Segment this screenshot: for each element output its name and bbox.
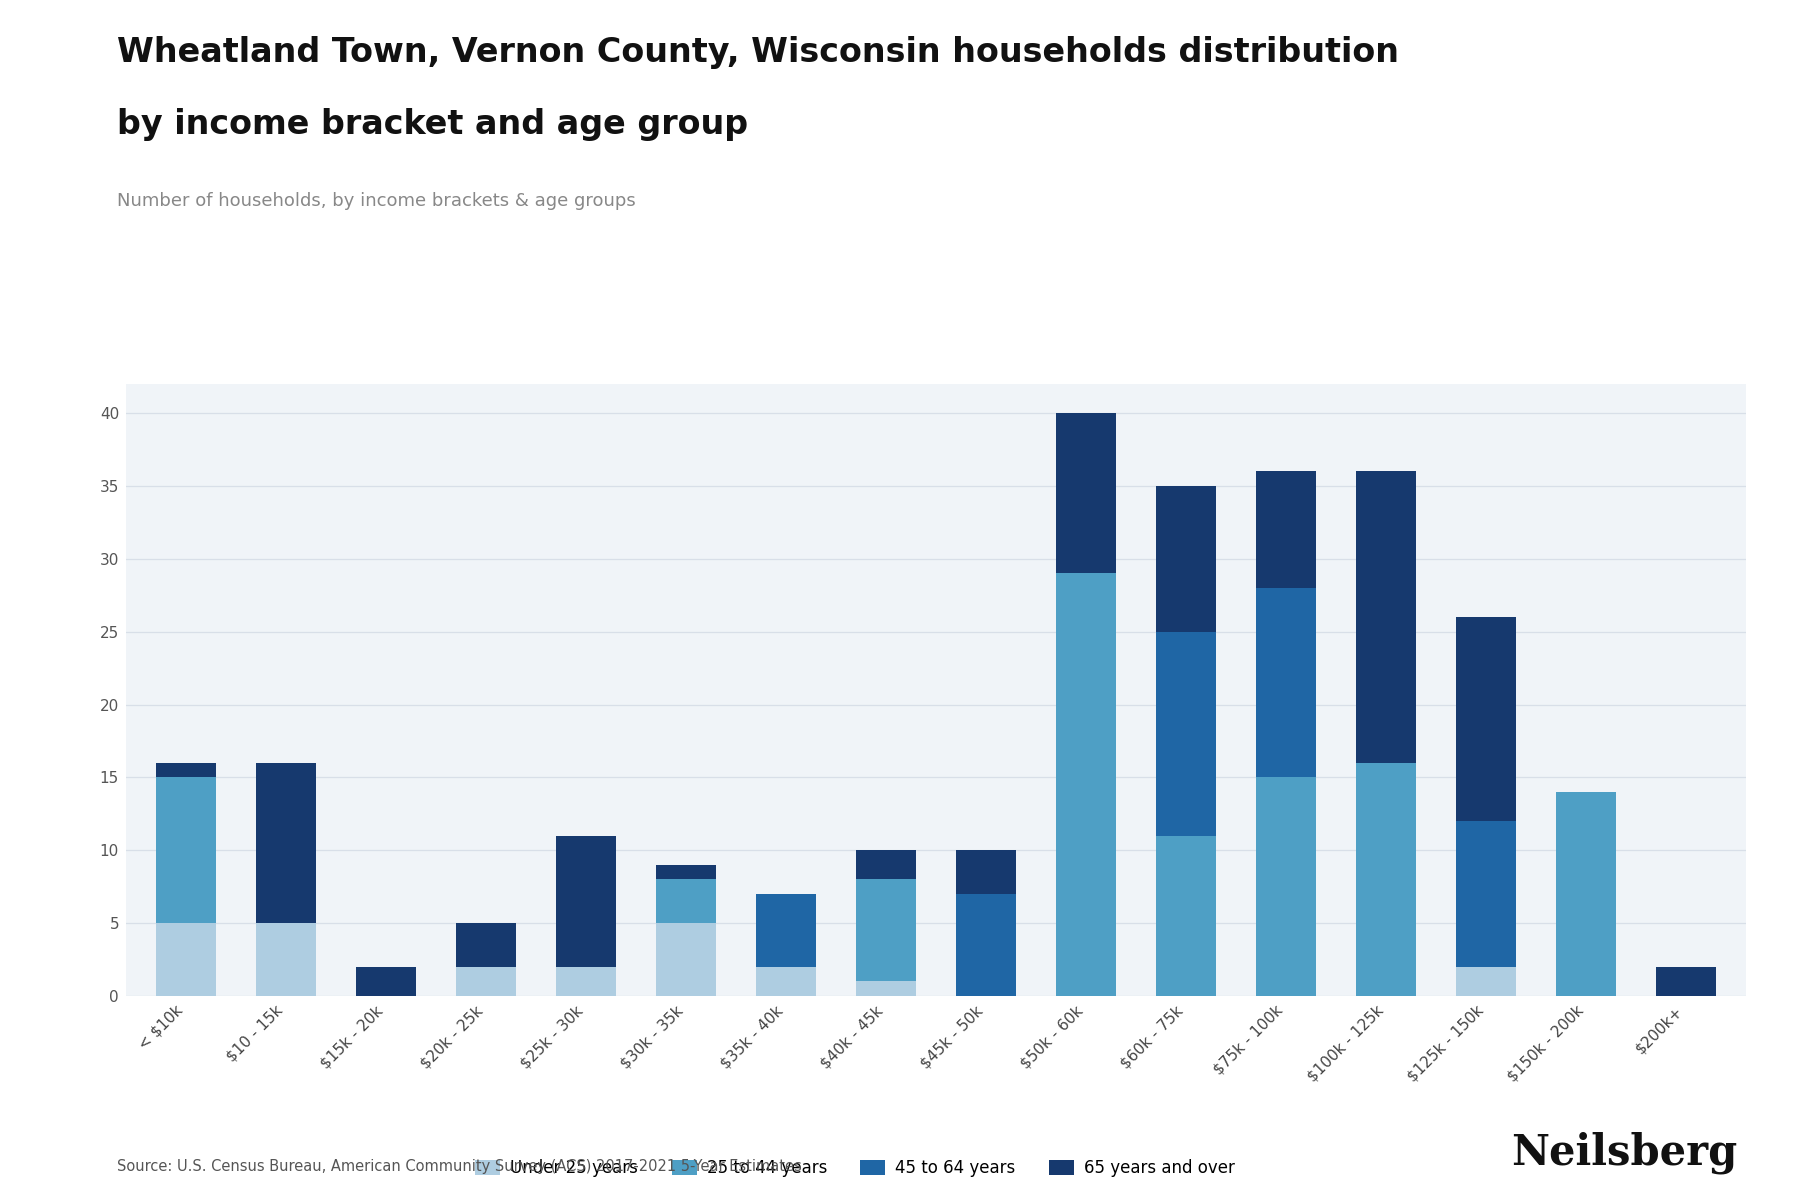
Text: by income bracket and age group: by income bracket and age group	[117, 108, 749, 140]
Text: Source: U.S. Census Bureau, American Community Survey (ACS) 2017-2021 5-Year Est: Source: U.S. Census Bureau, American Com…	[117, 1159, 801, 1174]
Bar	[256, 923, 317, 996]
Bar	[1156, 835, 1217, 996]
Bar	[756, 894, 815, 967]
Text: Wheatland Town, Vernon County, Wisconsin households distribution: Wheatland Town, Vernon County, Wisconsin…	[117, 36, 1399, 68]
Bar	[655, 923, 716, 996]
Bar	[556, 835, 616, 967]
Bar	[1256, 778, 1316, 996]
Bar	[1355, 472, 1417, 763]
Bar	[857, 982, 916, 996]
Text: Neilsberg: Neilsberg	[1510, 1132, 1737, 1174]
Bar	[356, 967, 416, 996]
Bar	[157, 778, 216, 923]
Bar	[857, 880, 916, 982]
Bar	[1355, 763, 1417, 996]
Bar	[655, 880, 716, 923]
Text: Number of households, by income brackets & age groups: Number of households, by income brackets…	[117, 192, 635, 210]
Bar	[956, 894, 1015, 996]
Bar	[455, 967, 517, 996]
Bar	[1456, 967, 1516, 996]
Bar	[157, 763, 216, 778]
Bar	[556, 967, 616, 996]
Bar	[956, 851, 1015, 894]
Bar	[1156, 631, 1217, 835]
Bar	[756, 967, 815, 996]
Bar	[1456, 617, 1516, 821]
Bar	[1656, 967, 1715, 996]
Bar	[455, 923, 517, 967]
Bar	[1256, 472, 1316, 588]
Bar	[655, 865, 716, 880]
Bar	[1057, 574, 1116, 996]
Bar	[1156, 486, 1217, 631]
Bar	[1057, 413, 1116, 574]
Bar	[256, 763, 317, 923]
Bar	[157, 923, 216, 996]
Bar	[1555, 792, 1616, 996]
Bar	[857, 851, 916, 880]
Bar	[1256, 588, 1316, 778]
Legend: Under 25 years, 25 to 44 years, 45 to 64 years, 65 years and over: Under 25 years, 25 to 44 years, 45 to 64…	[468, 1152, 1242, 1183]
Bar	[1456, 821, 1516, 967]
